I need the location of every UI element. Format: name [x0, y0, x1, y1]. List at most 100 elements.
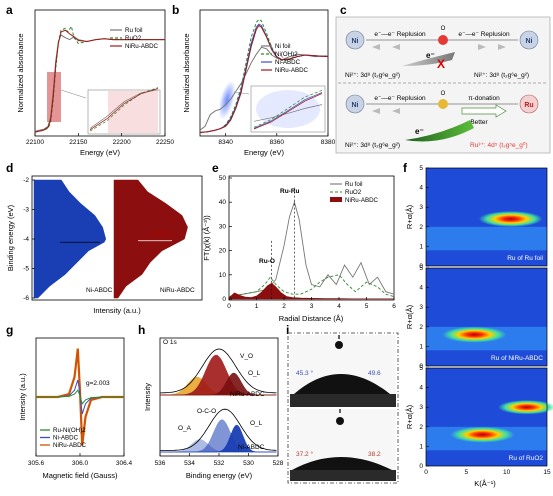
panel-a-xtick-label: 22250 — [156, 139, 174, 146]
substrate-bottom — [290, 470, 396, 481]
panel-e-ytick-label: 40 — [219, 199, 227, 206]
repulsion-arrows-top — [372, 44, 506, 50]
panel-a-plot-area — [34, 25, 165, 133]
panel-e-annotation-ruru: Ru-Ru — [280, 188, 300, 195]
panel-f-xtick-label: 10 — [503, 469, 511, 476]
panel-a-frame — [34, 9, 166, 137]
panel-f-ytick-label: 1 — [419, 443, 423, 450]
panel-f-map-title: Ru of Ru foil — [507, 255, 543, 262]
panel-f-ytick-label: 5 — [419, 365, 423, 372]
panel-b-plot-area — [199, 18, 329, 133]
o-atom-bottom-text: O — [441, 91, 446, 97]
panel-h-name-niru: NiRu-ABDC — [230, 391, 265, 398]
panel-f-ytick-label: 4 — [419, 385, 423, 392]
panel-f-map-frame — [425, 267, 548, 367]
panel-g-label: g — [6, 323, 13, 337]
ru-config-bottom: Ru³⁺: 4d⁵ (t₂g⁵e_g⁰) — [470, 141, 528, 149]
ni-atom-left — [345, 30, 365, 50]
substrate-top — [290, 394, 396, 407]
panel-e-ytick-label: 30 — [219, 223, 227, 230]
panel-e-xtick-label: 0 — [227, 303, 231, 310]
o-atom-top-text: O — [441, 26, 446, 32]
panel-h-peak-ol-top: O_L — [248, 370, 261, 377]
panel-h-peak-oa: O_A — [178, 425, 192, 432]
ni-atom-bottom — [345, 94, 365, 114]
repulsion-top-right: e⁻—e⁻ Replusion — [458, 31, 510, 38]
panel-f-xlabel: K(Å⁻¹) — [474, 479, 496, 488]
panel-f-ytick-label: 0 — [419, 263, 423, 270]
panel-e-series-area — [228, 282, 395, 300]
panel-f-hotspot — [442, 326, 507, 343]
panel-e-xtick-label: 4 — [337, 303, 341, 310]
panel-a-legend-label: RuO2 — [125, 35, 142, 42]
panel-d-ytick-label: -5 — [23, 266, 29, 273]
panel-e-legend-swatch — [330, 197, 342, 202]
panel-d-annotation-ni: -4.11 eV — [70, 231, 95, 238]
panel-e-xtick-label: 6 — [392, 303, 396, 310]
panel-g-plot-area — [36, 348, 124, 446]
panel-b-label: b — [172, 3, 179, 17]
panel-h-xlabel: Binding energy (eV) — [186, 471, 253, 480]
panel-f-ylabel: R+α(Å) — [405, 304, 414, 329]
panel-g-ylabel: Intensity (a.u.) — [18, 373, 27, 421]
panel-b-legend-label: Ni-ABDC — [275, 59, 301, 66]
panel-h-xtick-label: 534 — [184, 460, 195, 467]
angle-bottom-left: 37.2 ° — [296, 450, 313, 458]
panel-f-ytick-label: 4 — [419, 185, 423, 192]
hanging-drop-bottom — [336, 417, 344, 425]
panel-a-inset-plot — [89, 87, 159, 132]
panel-e-ticks: 0 1 2 3 4 5 6 0 10 20 30 40 50 — [219, 175, 396, 310]
panel-b-ylabel: Normalized absorbance — [182, 33, 191, 112]
panel-h-peak-fill — [160, 372, 277, 396]
repulsion-top-left: e⁻—e⁻ Replusion — [374, 31, 426, 38]
panel-b-xtick-label: 8380 — [321, 139, 336, 146]
panel-e-ytick-label: 10 — [219, 272, 227, 279]
panel-f-ytick-label: 2 — [419, 324, 423, 331]
panel-f-map-band — [426, 226, 547, 251]
panel-c: c Ni O Ni e⁻—e⁻ Replusion e⁻—e⁻ Replusio… — [335, 3, 551, 154]
panel-i: i 45.3 ° 49.6 37.2 ° 38.2 — [286, 323, 399, 484]
panel-d-ytick-label: -4 — [23, 236, 29, 243]
panel-b-legend-label: Ni(OH)2 — [275, 51, 298, 58]
electron-bottom: e⁻ — [415, 127, 424, 136]
panel-f-hotspot — [478, 210, 543, 227]
panel-h-xtick-label: 532 — [214, 460, 225, 467]
panel-g-xtick-label: 306.0 — [72, 460, 89, 467]
panel-g-xtick-label: 306.4 — [116, 460, 133, 467]
panel-f-ytick-label: 1 — [419, 343, 423, 350]
panel-b-series-line — [199, 46, 329, 131]
panel-h-name-ni: Ni-ABDC — [238, 444, 265, 451]
panel-f-map-title: Ru of NiRu-ABDC — [491, 355, 543, 362]
panel-h-peak-oco: O-C-O — [197, 408, 216, 415]
panel-h-xtick-label: 528 — [273, 460, 284, 467]
panel-b-xlabel: Energy (eV) — [244, 148, 285, 157]
panel-f-maps: Ru of Ru foil R+α(Å) 0 1 2 3 4 5 Ru of NiRu-ABDC… — [405, 165, 553, 476]
panel-h-plot-area — [159, 348, 277, 453]
panel-a-inset-line — [89, 87, 159, 132]
panel-d-dos-area — [33, 179, 107, 299]
panel-g-xtick-label: 305.6 — [28, 460, 45, 467]
angle-top-right: 49.6 — [368, 370, 381, 377]
panel-b-series-line — [199, 18, 329, 133]
electron-arrow-top — [402, 52, 455, 66]
sessile-drop-top — [294, 374, 390, 394]
panel-e-legend-label: NiRu-ABDC — [345, 197, 379, 204]
panel-b-inset-line — [253, 93, 323, 130]
panel-e-xlabel: Radial Distance (Å) — [279, 314, 344, 323]
panel-f-map-frame — [425, 167, 548, 267]
panel-b-frame — [199, 9, 329, 137]
panel-f-ytick-label: 3 — [419, 204, 423, 211]
panel-f-xtick-label: 5 — [465, 469, 469, 476]
panel-d: d -2 -3 -4 -5 -6 -4.11 eV -4.06 eV Ni-ABDC N… — [6, 161, 203, 315]
ni-config-bottom: Ni²⁺: 3d⁸ (t₂g⁶e_g²) — [345, 142, 400, 149]
panel-f-subplot: Ru of NiRu-ABDC R+α(Å) 0 1 2 3 4 5 — [405, 265, 548, 370]
panel-g: g 305.6 306.0 306.4 Ru-Ni(OH)2Ni-ABDCNiRu-… — [6, 323, 133, 480]
panel-d-annotation-niru: -4.06 eV — [148, 231, 173, 238]
panel-h: h O 1s 536 534 532 530 528 V_O O_L NiRu-ABDC… — [138, 323, 284, 480]
